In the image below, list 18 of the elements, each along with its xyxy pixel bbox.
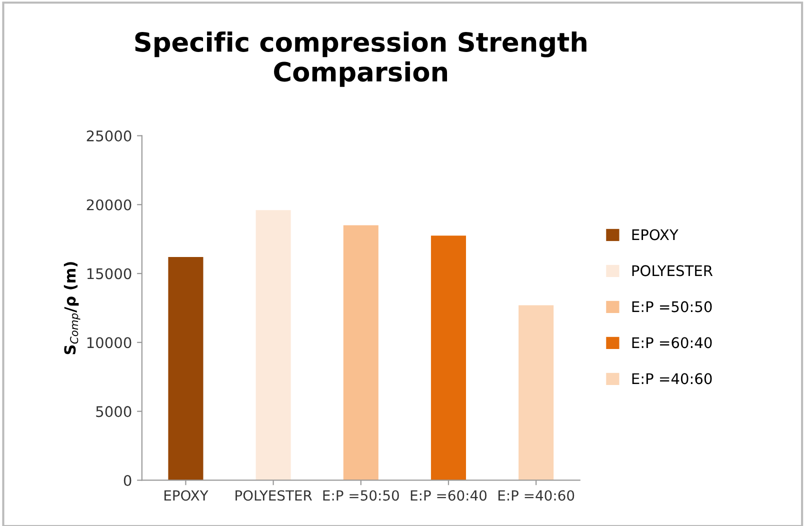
legend-label: E:P =40:60 [632, 373, 712, 384]
x-tick-label: E:P =50:50 [323, 490, 399, 501]
y-axis-title: S$_{Comp}$/ρ (m) [64, 262, 80, 354]
x-tick-label: E:P =40:60 [498, 490, 574, 501]
y-tick-label: 15000 [87, 268, 132, 280]
legend-label: E:P =60:40 [632, 337, 712, 348]
y-tick-label: 10000 [87, 337, 132, 348]
legend-label: EPOXY [632, 229, 678, 240]
x-tick-label: POLYESTER [236, 490, 312, 501]
x-tick-label: E:P =60:40 [410, 490, 487, 501]
legend-label: POLYESTER [632, 265, 713, 276]
y-tick-label: 25000 [86, 130, 132, 142]
chart-title: Specific compression Strength Comparsion [135, 32, 586, 87]
y-tick-label: 5000 [96, 406, 132, 418]
x-tick-label: EPOXY [164, 490, 208, 501]
y-tick-label: 20000 [86, 199, 132, 210]
legend-label: E:P =50:50 [632, 301, 712, 312]
y-tick-label: 0 [124, 474, 132, 486]
